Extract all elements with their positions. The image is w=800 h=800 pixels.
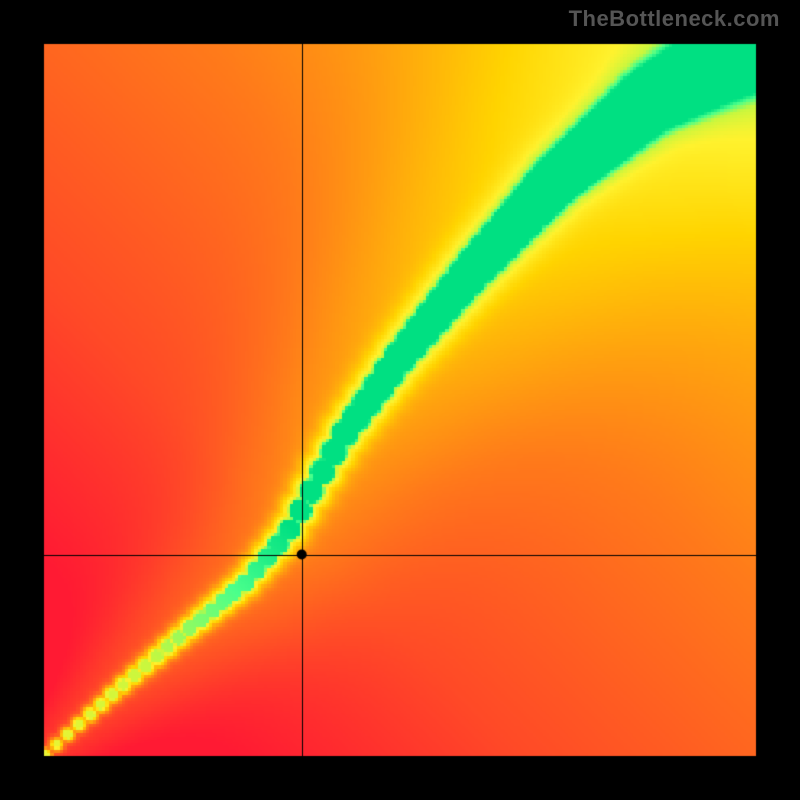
- watermark-text: TheBottleneck.com: [569, 6, 780, 32]
- bottleneck-heatmap-canvas: [0, 0, 800, 800]
- chart-container: TheBottleneck.com: [0, 0, 800, 800]
